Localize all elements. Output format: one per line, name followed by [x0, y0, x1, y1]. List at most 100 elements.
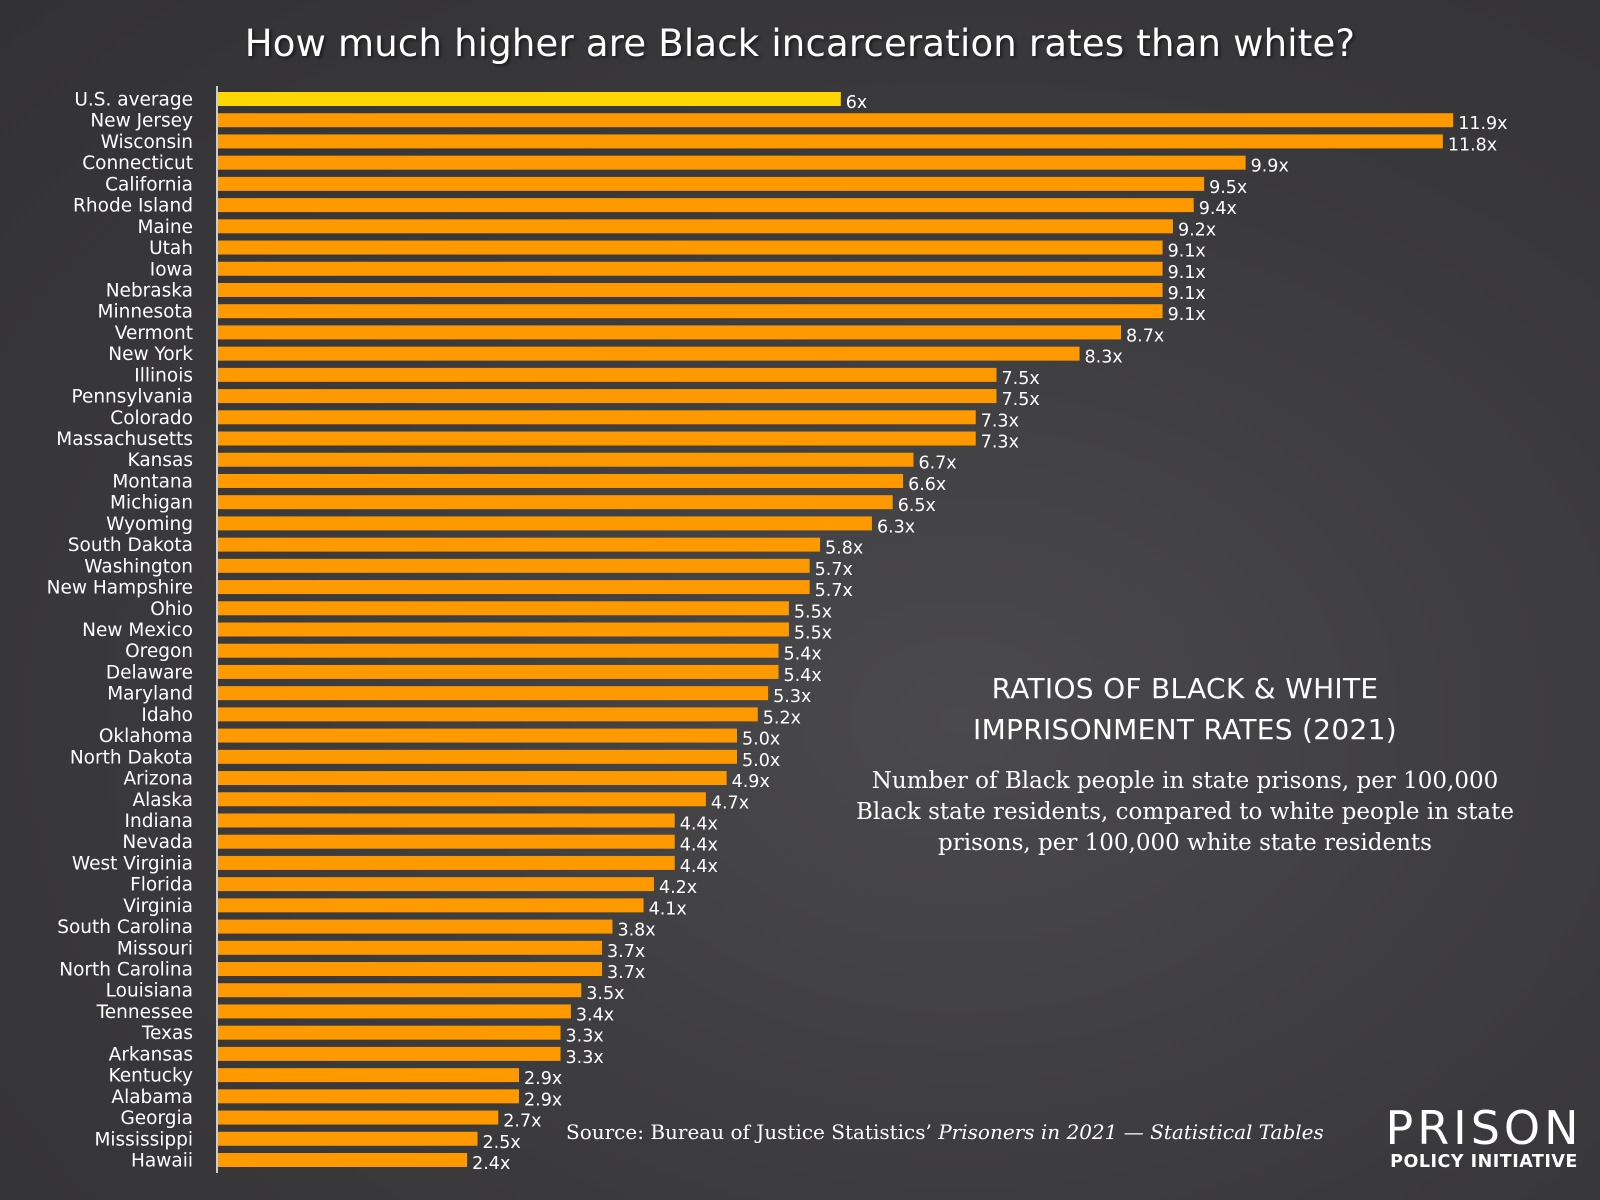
value-label: 5.5x	[794, 602, 832, 622]
category-label: Mississippi	[94, 1129, 193, 1150]
value-label: 3.3x	[566, 1048, 604, 1068]
prison-policy-initiative-logo: PRISON POLICY INITIATIVE	[1384, 1105, 1584, 1173]
bar	[218, 516, 872, 531]
bar	[218, 855, 675, 870]
bar	[218, 240, 1163, 255]
bar	[218, 919, 613, 934]
category-label: Georgia	[120, 1108, 193, 1129]
bar	[218, 389, 997, 404]
bar	[218, 176, 1205, 191]
value-label: 11.8x	[1448, 135, 1497, 155]
value-label: 4.4x	[680, 857, 718, 877]
category-label: South Carolina	[57, 917, 193, 938]
bar	[218, 92, 841, 106]
category-label: Oregon	[125, 641, 193, 662]
bar	[218, 686, 769, 701]
bar	[218, 304, 1163, 319]
subtitle-heading-line-1: RATIOS OF BLACK & WHITE	[991, 672, 1379, 705]
value-label: 3.8x	[617, 921, 655, 941]
bar	[218, 707, 758, 722]
value-label: 9.1x	[1168, 242, 1206, 262]
category-label: Oklahoma	[99, 726, 193, 747]
bar	[218, 367, 997, 382]
bar	[218, 346, 1080, 361]
value-label: 2.5x	[483, 1133, 521, 1153]
category-label: Alabama	[111, 1087, 193, 1108]
value-label: 2.7x	[503, 1112, 541, 1132]
category-label: Alaska	[133, 790, 194, 811]
bar	[218, 155, 1246, 170]
category-label: Connecticut	[82, 153, 193, 174]
bar	[218, 792, 706, 807]
value-label: 4.4x	[680, 814, 718, 834]
category-label: Kentucky	[109, 1066, 194, 1087]
value-label: 6.3x	[877, 517, 915, 537]
value-label: 9.1x	[1168, 284, 1206, 304]
bar	[218, 495, 893, 510]
chart-title: How much higher are Black incarceration …	[244, 22, 1356, 65]
value-label: 5.0x	[742, 751, 780, 771]
bar	[218, 898, 644, 913]
category-label: Nebraska	[106, 280, 193, 301]
value-label: 5.5x	[794, 624, 832, 644]
subtitle-description: Number of Black people in state prisons,…	[856, 768, 1514, 856]
category-label: Arkansas	[109, 1044, 193, 1065]
category-label: Massachusetts	[56, 429, 193, 450]
value-label: 9.2x	[1178, 220, 1216, 240]
value-label: 5.4x	[784, 645, 822, 665]
bar	[218, 1131, 478, 1146]
value-label: 3.7x	[607, 942, 645, 962]
value-label: 2.4x	[472, 1154, 510, 1174]
value-label: 7.5x	[1002, 390, 1040, 410]
category-label: Iowa	[150, 259, 193, 280]
category-label: Missouri	[117, 938, 193, 959]
category-label: West Virginia	[72, 853, 193, 874]
value-label: 9.1x	[1168, 305, 1206, 325]
category-label: New Jersey	[90, 111, 193, 132]
category-label: North Dakota	[70, 747, 193, 768]
value-label: 5.2x	[763, 708, 801, 728]
value-label: 4.9x	[732, 772, 770, 792]
category-label: New Mexico	[82, 620, 193, 641]
bar	[218, 113, 1454, 128]
category-label: Nevada	[122, 832, 193, 853]
bar	[218, 1153, 468, 1167]
bar	[218, 940, 603, 955]
bar	[218, 834, 675, 849]
bar	[218, 664, 779, 679]
bar	[218, 622, 789, 637]
category-label: Louisiana	[106, 981, 193, 1002]
category-label: California	[105, 174, 193, 195]
bar	[218, 643, 779, 658]
value-label: 5.4x	[784, 666, 822, 686]
value-label: 7.3x	[981, 411, 1019, 431]
value-label: 4.2x	[659, 878, 697, 898]
category-label: Pennsylvania	[71, 387, 193, 408]
category-label: Virginia	[123, 896, 193, 917]
bar	[218, 1046, 561, 1061]
chart-subtitle: RATIOS OF BLACK & WHITE IMPRISONMENT RAT…	[845, 668, 1525, 859]
bar	[218, 771, 727, 786]
category-label: Tennessee	[96, 1002, 193, 1023]
category-label: South Dakota	[68, 535, 193, 556]
category-label: Wisconsin	[101, 132, 193, 153]
value-label: 8.7x	[1126, 326, 1164, 346]
category-label: New York	[108, 344, 193, 365]
category-label: Hawaii	[131, 1151, 193, 1172]
category-label: Florida	[130, 875, 193, 896]
category-label: Arizona	[124, 769, 194, 790]
value-label: 3.4x	[576, 1005, 614, 1025]
category-label: Vermont	[115, 323, 193, 344]
category-label: Indiana	[125, 811, 193, 832]
logo-top-text: PRISON	[1385, 1101, 1583, 1155]
category-label: Delaware	[106, 662, 193, 683]
bar	[218, 134, 1443, 149]
category-label: U.S. average	[74, 90, 193, 111]
value-label: 6x	[846, 93, 868, 113]
bar	[218, 1089, 520, 1104]
bar	[218, 601, 789, 616]
category-label: Utah	[149, 238, 193, 259]
bar	[218, 983, 582, 998]
category-label: Maryland	[107, 684, 193, 705]
